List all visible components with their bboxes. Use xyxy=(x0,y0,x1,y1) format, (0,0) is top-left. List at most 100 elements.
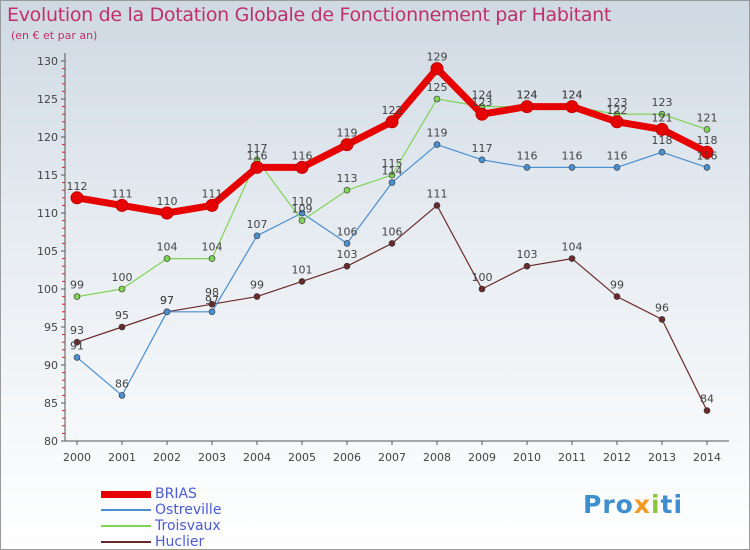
legend-label-brias: BRIAS xyxy=(155,486,197,502)
logo-part-4: ti xyxy=(660,490,684,519)
y-tick-label-95: 95 xyxy=(44,321,58,334)
data-label-brias-2010: 124 xyxy=(517,89,538,102)
point-huclier-2001 xyxy=(118,323,126,331)
logo-part-2: x xyxy=(633,490,651,519)
data-label-ostreville-2009: 117 xyxy=(472,142,493,155)
x-tick-label-2009: 2009 xyxy=(468,451,496,464)
x-tick-label-2000: 2000 xyxy=(63,451,91,464)
legend-item-ostreville: Ostreville xyxy=(101,502,221,518)
data-label-ostreville-2014: 116 xyxy=(697,149,718,162)
data-label-huclier-2007: 106 xyxy=(382,225,403,238)
logo-part-1: Pro xyxy=(583,490,634,519)
y-tick-label-105: 105 xyxy=(37,245,58,258)
data-label-brias-2009: 123 xyxy=(472,96,493,109)
data-label-huclier-2006: 103 xyxy=(337,248,358,261)
point-troisvaux-2014 xyxy=(703,126,711,133)
point-troisvaux-2002 xyxy=(163,255,171,262)
point-brias-2012 xyxy=(610,115,624,129)
point-troisvaux-2005 xyxy=(298,217,306,224)
point-troisvaux-2008 xyxy=(433,95,441,103)
point-huclier-2004 xyxy=(253,293,261,300)
point-brias-2001 xyxy=(115,198,129,212)
x-tick-label-2011: 2011 xyxy=(558,451,586,464)
data-label-brias-2006: 119 xyxy=(337,127,358,140)
data-label-troisvaux-2002: 104 xyxy=(157,241,178,254)
data-label-ostreville-2013: 118 xyxy=(652,134,673,147)
point-troisvaux-2003 xyxy=(208,255,216,262)
data-label-troisvaux-2005: 109 xyxy=(292,203,313,216)
data-label-huclier-2013: 96 xyxy=(655,301,669,314)
legend-swatch-huclier xyxy=(101,541,151,543)
data-label-huclier-2009: 100 xyxy=(472,271,493,284)
data-label-brias-2013: 121 xyxy=(652,111,673,124)
data-label-huclier-2005: 101 xyxy=(292,263,313,276)
point-huclier-2010 xyxy=(523,262,531,270)
point-huclier-2011 xyxy=(568,255,576,262)
data-label-brias-2012: 122 xyxy=(607,104,628,117)
data-label-troisvaux-2011: 124 xyxy=(562,89,583,102)
point-ostreville-2011 xyxy=(568,164,576,171)
data-label-brias-2004: 116 xyxy=(247,149,268,162)
legend-swatch-troisvaux xyxy=(101,525,151,527)
point-huclier-2005 xyxy=(298,278,306,285)
point-ostreville-2013 xyxy=(658,148,666,156)
legend-item-brias: BRIAS xyxy=(101,486,221,502)
data-label-troisvaux-2010: 124 xyxy=(517,89,538,102)
point-huclier-2009 xyxy=(478,285,486,293)
data-label-brias-2014: 118 xyxy=(697,134,718,147)
data-label-ostreville-2012: 116 xyxy=(607,149,628,162)
data-label-troisvaux-2004: 117 xyxy=(247,142,268,155)
x-tick-label-2008: 2008 xyxy=(423,451,451,464)
x-tick-label-2014: 2014 xyxy=(693,451,721,464)
y-tick-label-130: 130 xyxy=(37,55,58,68)
point-ostreville-2009 xyxy=(478,156,486,164)
point-huclier-2007 xyxy=(388,240,396,247)
data-label-troisvaux-2013: 123 xyxy=(652,96,673,109)
point-ostreville-2003 xyxy=(208,308,216,316)
data-label-ostreville-2011: 116 xyxy=(562,149,583,162)
chart-legend: BRIAS Ostreville Troisvaux Huclier xyxy=(101,486,221,550)
point-brias-2010 xyxy=(520,100,534,114)
data-label-brias-2001: 111 xyxy=(112,187,133,200)
data-label-brias-2003: 111 xyxy=(202,187,223,200)
y-tick-label-125: 125 xyxy=(37,93,58,106)
data-label-brias-2000: 112 xyxy=(67,180,88,193)
point-brias-2006 xyxy=(340,138,354,152)
y-tick-label-80: 80 xyxy=(44,435,58,448)
legend-label-huclier: Huclier xyxy=(155,534,205,550)
point-huclier-2008 xyxy=(433,202,441,209)
y-tick-label-90: 90 xyxy=(44,359,58,372)
data-label-troisvaux-2006: 113 xyxy=(337,172,358,185)
data-label-ostreville-2005: 110 xyxy=(292,195,313,208)
point-huclier-2000 xyxy=(73,338,81,346)
series-line-brias xyxy=(73,65,711,217)
data-label-ostreville-2006: 106 xyxy=(337,225,358,238)
x-tick-label-2001: 2001 xyxy=(108,451,136,464)
point-huclier-2014 xyxy=(703,407,711,414)
point-brias-2002 xyxy=(160,206,174,220)
point-troisvaux-2007 xyxy=(388,171,396,179)
data-label-troisvaux-2014: 121 xyxy=(697,111,718,124)
data-label-brias-2008: 129 xyxy=(427,51,448,64)
data-label-huclier-2001: 95 xyxy=(115,309,129,322)
x-tick-label-2013: 2013 xyxy=(648,451,676,464)
point-brias-2013 xyxy=(655,122,669,136)
point-brias-2007 xyxy=(385,115,399,129)
legend-label-troisvaux: Troisvaux xyxy=(155,518,221,534)
y-tick-label-115: 115 xyxy=(37,169,58,182)
x-tick-label-2010: 2010 xyxy=(513,451,541,464)
point-huclier-2003 xyxy=(208,300,216,308)
point-ostreville-2014 xyxy=(703,164,711,171)
point-ostreville-2002 xyxy=(163,308,171,316)
x-tick-label-2004: 2004 xyxy=(243,451,271,464)
point-brias-2011 xyxy=(565,100,579,114)
y-tick-label-120: 120 xyxy=(37,131,58,144)
data-label-huclier-2011: 104 xyxy=(562,241,583,254)
data-label-ostreville-2002: 97 xyxy=(160,294,174,307)
x-tick-label-2012: 2012 xyxy=(603,451,631,464)
data-label-brias-2011: 124 xyxy=(562,89,583,102)
point-ostreville-2012 xyxy=(613,164,621,171)
point-brias-2005 xyxy=(295,160,309,174)
x-tick-label-2005: 2005 xyxy=(288,451,316,464)
